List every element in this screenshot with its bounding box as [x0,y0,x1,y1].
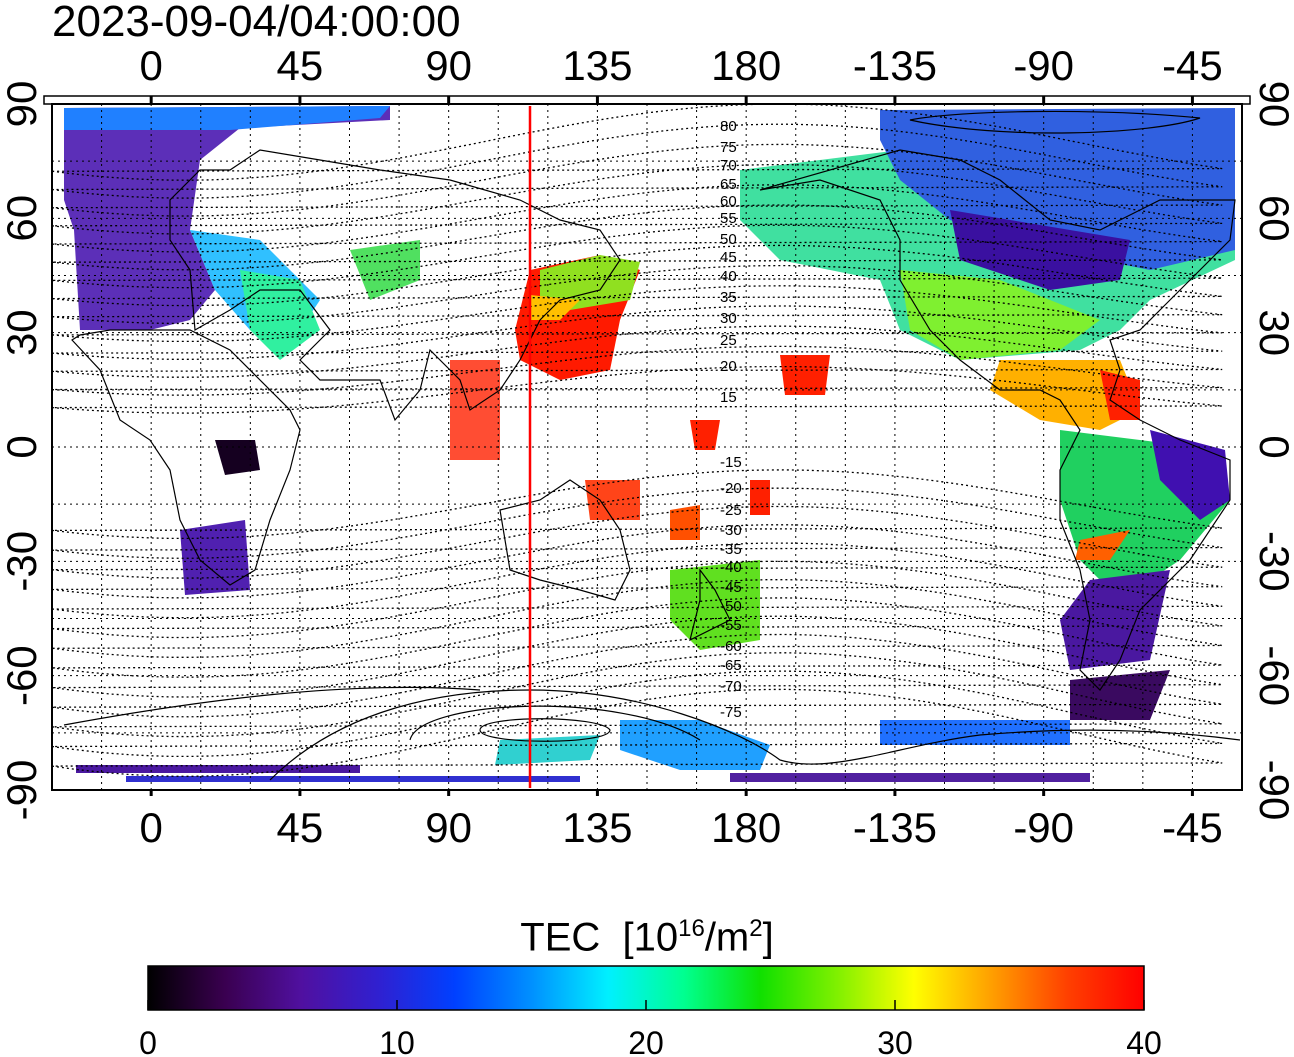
contour-label-north: 35 [720,289,737,306]
contour-label-north: 55 [720,210,737,227]
frame-tick-marks [149,96,1194,796]
right-latitude-labels: 90 60 30 0 -30 -60 -90 [1251,81,1294,821]
colorbar-title: TEC [1016/m2] [0,905,1294,961]
contour-north [52,143,1223,217]
magnetic-latitude-contours [52,104,1223,777]
contour-label-south: -45 [720,579,742,596]
left-lat-label: 60 [0,195,45,242]
bottom-lon-label: 0 [139,804,162,851]
top-longitude-labels: 0 45 90 135 180 -135 -90 -45 [139,42,1222,89]
contour-north [52,345,1223,396]
contour-south [52,597,1223,678]
contour-label-south: -30 [720,522,742,539]
contour-south [52,560,1223,639]
contour-label-south: -65 [720,657,742,674]
right-lat-label: -60 [1251,645,1294,706]
contour-label-south: -55 [720,617,742,634]
contour-north [52,285,1223,343]
bottom-lon-label: 90 [425,804,472,851]
contour-north [52,123,1223,199]
contour-label-south: -40 [720,559,742,576]
left-latitude-labels: 90 60 30 0 -30 -60 -90 [0,81,45,821]
colorbar-unit-suffix: ] [762,915,774,960]
top-lon-label: -135 [853,42,937,89]
left-lat-label: 90 [0,81,45,128]
contour-label-south: -20 [720,480,742,497]
top-lon-label: 90 [425,42,472,89]
contour-label-north: 15 [720,389,737,406]
contour-north [52,104,1223,181]
contour-label-north: 25 [720,332,737,349]
left-lat-label: -30 [0,531,45,592]
contour-label-north: 40 [720,268,737,285]
contour-south [52,505,1223,579]
contour-north [52,325,1223,378]
top-lon-label: 0 [139,42,162,89]
contour-south [52,633,1223,718]
contour-label-south: -60 [720,638,742,655]
bottom-lon-label: 45 [277,804,324,851]
contour-label-south: -25 [720,502,742,519]
bottom-lon-label: 135 [562,804,632,851]
contour-label-north: 70 [720,157,737,174]
contour-label-south: -75 [720,704,742,721]
contour-label-south: -70 [720,678,742,695]
contour-label-south: -50 [720,598,742,615]
right-lat-label: 90 [1251,81,1294,128]
contour-label-north: 20 [720,358,737,375]
right-lat-label: 60 [1251,195,1294,242]
bottom-lon-label: -90 [1013,804,1074,851]
left-lat-label: -90 [0,760,45,821]
top-lon-label: 135 [562,42,632,89]
contour-south [52,487,1223,559]
contour-label-north: 75 [720,139,737,156]
contour-north [52,264,1223,325]
contour-label-north: 50 [720,231,737,248]
contour-label-south: -15 [720,454,742,471]
bottom-longitude-labels: 0 45 90 135 180 -135 -90 -45 [139,804,1222,851]
colorbar-unit-exp2: 2 [749,915,763,942]
contour-south [52,524,1223,599]
bottom-lon-label: -135 [853,804,937,851]
bottom-lon-label: -45 [1162,804,1223,851]
top-lon-label: 45 [277,42,324,89]
colorbar-tick-label: 10 [379,1025,415,1057]
right-lat-label: 0 [1251,435,1294,458]
colorbar-tick-labels: 0 10 20 30 40 [139,1000,1162,1057]
colorbar-unit-prefix: [10 [622,915,679,960]
contour-label-south: -35 [720,541,742,558]
top-lon-label: 180 [711,42,781,89]
contour-south [52,579,1223,658]
colorbar-tick-label: 30 [877,1025,913,1057]
right-lat-label: -30 [1251,531,1294,592]
contour-label-north: 65 [720,176,737,193]
left-lat-label: 0 [0,435,45,458]
colorbar-unit-exp: 16 [678,915,705,942]
colorbar-unit-mid: /m [704,915,750,960]
contour-label-north: 80 [720,118,737,135]
contour-south [52,615,1223,698]
right-lat-label: 30 [1251,309,1294,356]
colorbar-tick-label: 40 [1126,1025,1162,1057]
colorbar-tick-label: 0 [139,1025,157,1057]
map-timestamp: 2023-09-04/04:00:00 [52,0,461,46]
colorbar-tick-label: 20 [628,1025,664,1057]
contour-north [52,305,1223,360]
top-lon-label: -90 [1013,42,1074,89]
contour-label-north: 60 [720,193,737,210]
right-lat-label: -90 [1251,760,1294,821]
coastlines [63,110,1241,781]
contour-label-north: 30 [720,310,737,327]
bottom-lon-label: 180 [711,804,781,851]
contour-south [52,542,1223,619]
colorbar-title-text: TEC [520,915,601,960]
contour-label-north: 45 [720,249,737,266]
left-lat-label: 30 [0,309,45,356]
left-lat-label: -60 [0,645,45,706]
outer-frame-top [43,95,1251,105]
top-lon-label: -45 [1162,42,1223,89]
